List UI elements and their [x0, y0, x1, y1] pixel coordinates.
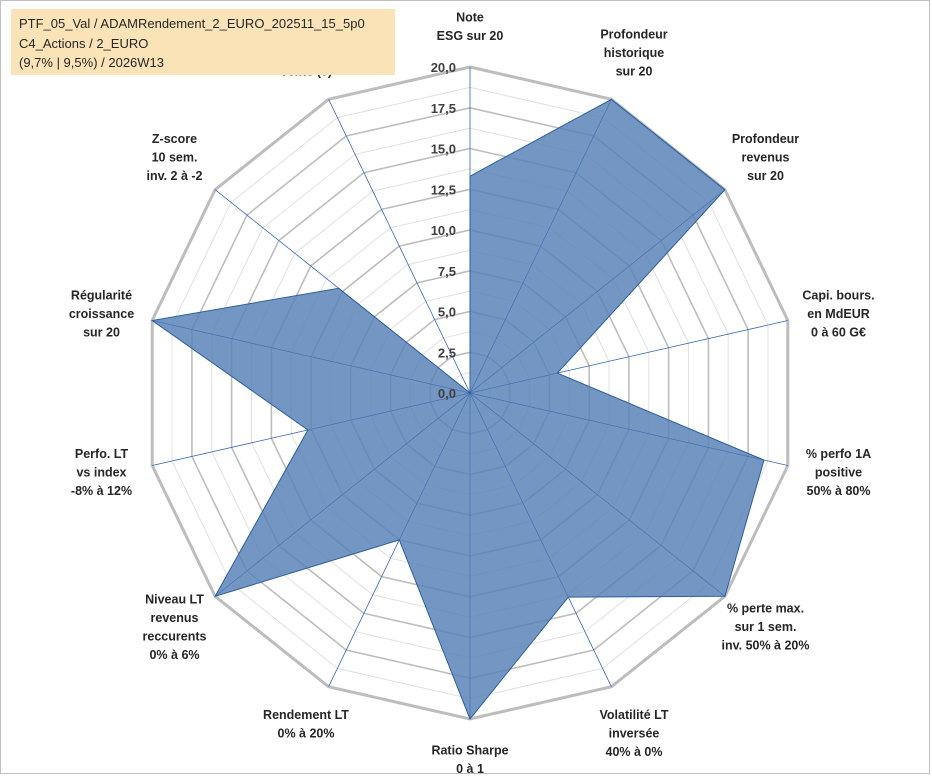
axis-label-line: inv. 2 à -2	[146, 169, 202, 183]
spoke-overlay	[469, 99, 612, 394]
axis-label-line: Volatilité LT	[600, 708, 669, 722]
radar-series	[150, 67, 788, 720]
axis-label-line: Perfo. LT	[75, 447, 129, 461]
axis-labels: Note ESG sur 20 Profondeur historique sur 20…	[69, 11, 875, 776]
tick-label: 12,5	[431, 182, 456, 197]
spoke-overlay	[214, 392, 471, 597]
axis-label-line: ESG sur 20	[437, 29, 504, 43]
axis-label-line: 40% à 0%	[606, 745, 663, 759]
info-line-category: C4_Actions / 2_EURO	[19, 35, 149, 51]
axis-label-line: Rendement LT	[263, 708, 349, 722]
axis-label-line: sur 1 sem.	[735, 620, 797, 634]
axis-label-line: reccurents	[143, 630, 207, 644]
axis-label-group: Régularité croissance sur 20	[69, 289, 134, 340]
info-line-performance: (9,7% | 9,5%) / 2026W13	[19, 55, 165, 70]
tick-label: 10,0	[431, 223, 456, 238]
axis-label-line: 0% à 6%	[149, 648, 199, 662]
spoke-overlay	[328, 392, 471, 687]
radial-tick-labels: 0,0 2,5 5,0 7,5 10,0 12,5 15,0 17,5 20,0	[431, 60, 456, 401]
spoke-overlay	[328, 99, 471, 394]
axis-label-line: revenus	[151, 611, 199, 625]
axis-label-group: Ratio Sharpe 0 à 1	[431, 744, 508, 776]
axis-label-group: Niveau LT revenus reccurents 0% à 6%	[143, 593, 207, 663]
axis-label-line: % perfo 1A	[806, 447, 871, 461]
axis-label-line: 0 à 1	[456, 762, 484, 775]
axis-label-line: 0% à 20%	[278, 727, 335, 741]
spoke-overlay	[152, 392, 471, 466]
info-line-portfolio: PTF_05_Val / ADAMRendement_2_EURO_202511…	[19, 16, 365, 31]
axis-label-line: sur 20	[747, 169, 784, 183]
axis-label-line: -8% à 12%	[71, 484, 132, 498]
axis-label-line: 0 à 60 G€	[811, 326, 866, 340]
axis-label-line: % perte max.	[727, 602, 804, 616]
axis-label-group: Rendement LT 0% à 20%	[263, 708, 349, 741]
axis-label-line: croissance	[69, 307, 134, 321]
spoke-overlay	[469, 392, 612, 687]
axis-label-line: inversée	[609, 727, 660, 741]
tick-label: 2,5	[438, 345, 456, 360]
axis-label-group: Volatilité LT inversée 40% à 0%	[600, 708, 669, 759]
tick-label: 5,0	[438, 305, 456, 320]
axis-label-group: Note ESG sur 20	[437, 11, 504, 44]
axis-label-line: 10 sem.	[152, 150, 198, 164]
axis-label-line: vs index	[76, 466, 126, 480]
axis-label-line: Capi. bours.	[802, 289, 874, 303]
spoke-overlay	[469, 189, 726, 394]
portfolio-info-box: PTF_05_Val / ADAMRendement_2_EURO_202511…	[11, 9, 395, 75]
axis-label-line: Profondeur	[732, 132, 799, 146]
axis-label-line: historique	[604, 46, 664, 60]
tick-label: 0,0	[438, 386, 456, 401]
axis-label-line: positive	[815, 466, 862, 480]
axis-label-line: inv. 50% à 20%	[721, 639, 809, 653]
spoke-overlay	[214, 189, 471, 394]
axis-label-line: sur 20	[83, 326, 120, 340]
axis-label-line: sur 20	[616, 64, 653, 78]
axis-label-group: Profondeur revenus sur 20	[732, 132, 799, 183]
axis-label-group: Profondeur historique sur 20	[600, 27, 667, 78]
tick-label: 17,5	[431, 101, 456, 116]
axis-label-line: Profondeur	[600, 27, 667, 41]
spoke-overlay	[469, 320, 788, 394]
tick-label: 20,0	[431, 60, 456, 75]
axis-label-line: Niveau LT	[145, 593, 204, 607]
axis-label-line: Ratio Sharpe	[431, 744, 508, 758]
axis-label-group: Perfo. LT vs index -8% à 12%	[71, 447, 132, 498]
axis-label-line: Z-score	[152, 132, 197, 146]
axis-label-group: Z-score 10 sem. inv. 2 à -2	[146, 132, 202, 183]
axis-label-line: Régularité	[71, 289, 132, 303]
spoke-overlay	[469, 392, 788, 466]
axis-label-line: Note	[456, 11, 484, 25]
axis-label-line: en MdEUR	[807, 307, 870, 321]
tick-label: 15,0	[431, 142, 456, 157]
spoke-overlay	[469, 392, 726, 597]
axis-label-group: % perte max. sur 1 sem. inv. 50% à 20%	[721, 602, 809, 653]
tick-label: 7,5	[438, 264, 456, 279]
spoke-overlay	[152, 320, 471, 394]
axis-label-group: Capi. bours. en MdEUR 0 à 60 G€	[802, 289, 874, 340]
axis-label-line: 50% à 80%	[807, 484, 871, 498]
axis-label-line: revenus	[742, 150, 790, 164]
axis-label-group: % perfo 1A positive 50% à 80%	[806, 447, 871, 498]
